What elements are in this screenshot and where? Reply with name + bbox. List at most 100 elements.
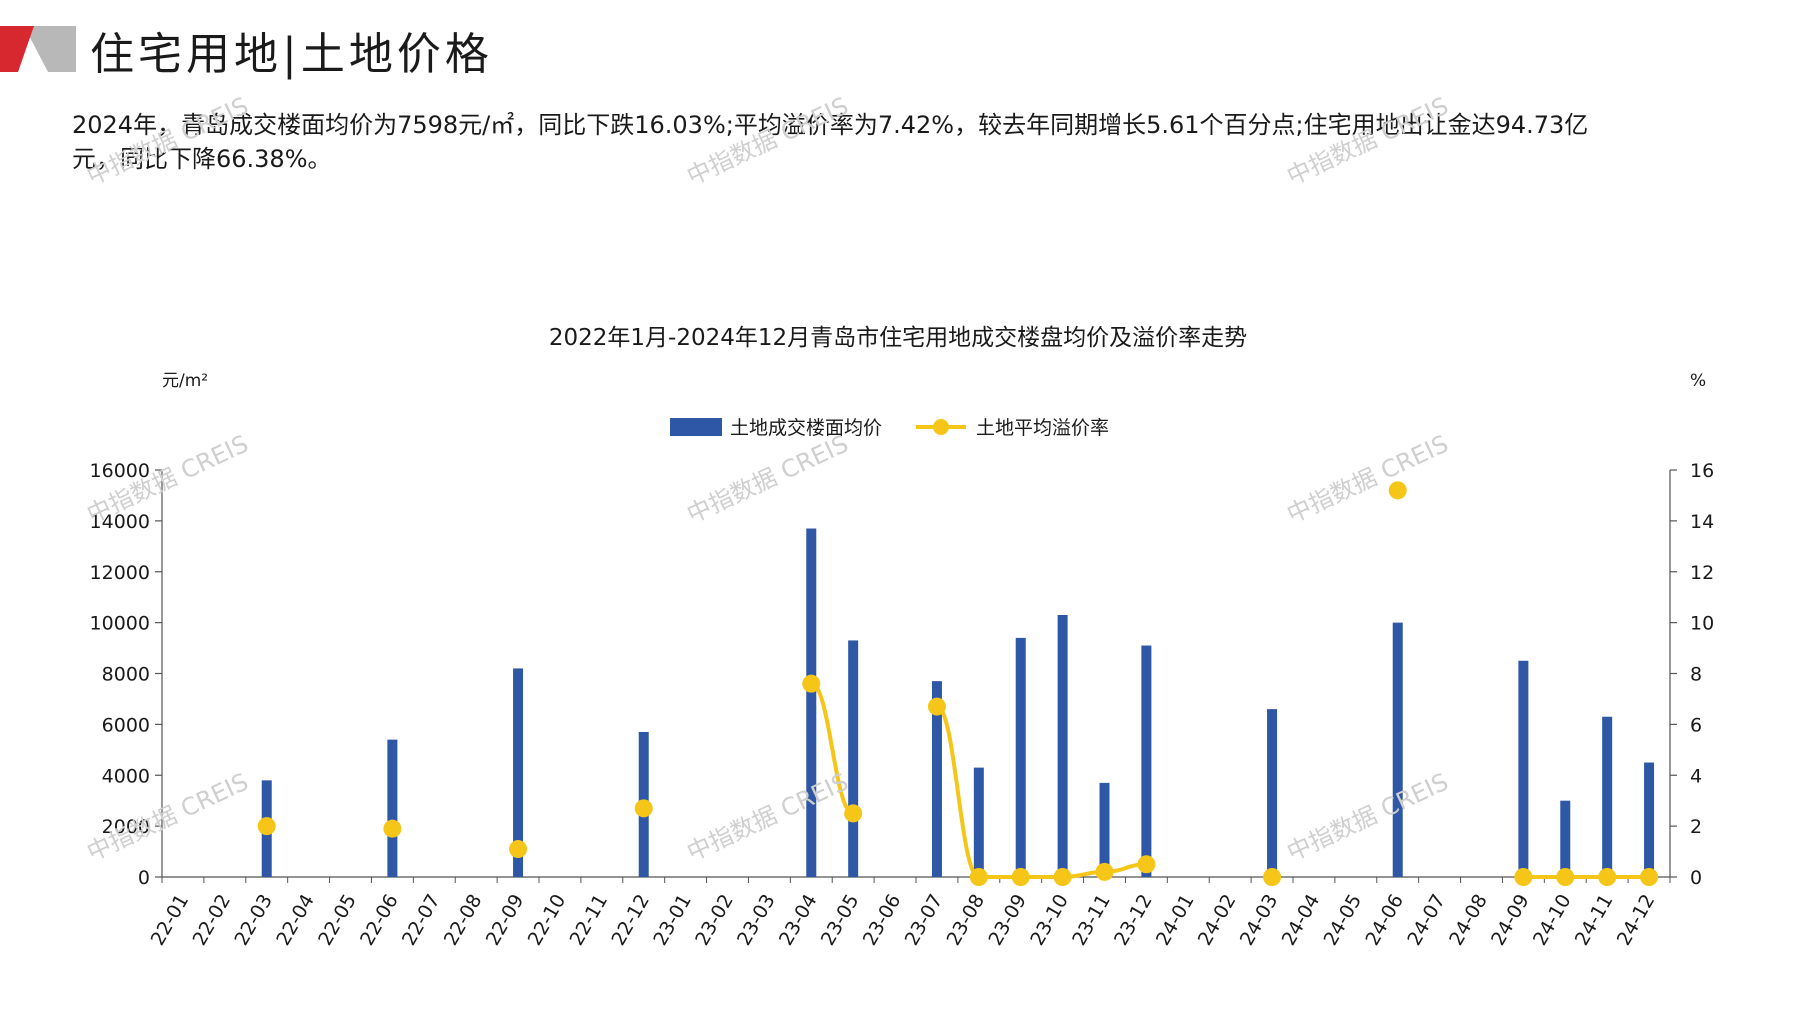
- line-series: [257, 481, 1659, 886]
- right-axis-tick-label: 14: [1690, 511, 1714, 533]
- left-axis-tick-label: 0: [138, 867, 150, 889]
- bar: [848, 640, 859, 877]
- right-axis-tick-label: 8: [1690, 664, 1702, 686]
- right-axis-tick-label: 0: [1690, 867, 1702, 889]
- bar: [1099, 782, 1110, 877]
- right-axis-unit: %: [1690, 371, 1706, 391]
- right-axis-tick-label: 16: [1690, 460, 1714, 482]
- x-axis-tick-label: 22-03: [230, 891, 277, 950]
- x-axis-tick-label: 22-01: [147, 891, 194, 950]
- right-axis-tick-label: 12: [1690, 562, 1714, 584]
- bar: [1518, 660, 1529, 877]
- line-point: [383, 819, 402, 838]
- bar: [513, 668, 524, 877]
- bar: [1560, 800, 1571, 877]
- x-axis-tick-label: 23-06: [859, 891, 906, 950]
- x-axis-tick-label: 24-02: [1194, 891, 1241, 950]
- x-axis-tick-label: 23-05: [817, 891, 864, 950]
- x-axis-tick-label: 24-04: [1278, 891, 1325, 950]
- line-point: [634, 799, 653, 818]
- line-point: [1640, 868, 1659, 886]
- x-axis-tick-label: 22-09: [482, 891, 529, 950]
- line-point: [1263, 868, 1282, 886]
- bar: [973, 767, 984, 877]
- x-axis-tick-label: 23-10: [1026, 891, 1073, 950]
- left-axis-unit: 元/m²: [162, 371, 208, 391]
- x-axis-tick-label: 24-11: [1571, 891, 1618, 950]
- line-point: [1137, 855, 1156, 874]
- line-point: [802, 674, 821, 693]
- x-axis-tick-label: 24-03: [1236, 891, 1283, 950]
- page-title: 住宅用地|土地价格: [90, 29, 493, 80]
- line-point: [509, 840, 528, 859]
- x-axis-tick-label: 23-11: [1068, 891, 1115, 950]
- line-point: [1598, 868, 1617, 886]
- x-axis-tick-label: 24-09: [1487, 891, 1534, 950]
- x-axis-tick-label: 24-01: [1152, 891, 1199, 950]
- x-axis-tick-label: 24-07: [1403, 891, 1450, 950]
- line-point: [1053, 868, 1072, 886]
- chart-title: 2022年1月-2024年12月青岛市住宅用地成交楼盘均价及溢价率走势: [549, 325, 1247, 351]
- x-axis-tick-label: 23-01: [649, 891, 696, 950]
- line-point: [1514, 868, 1533, 886]
- x-axis-tick-label: 22-08: [440, 891, 487, 950]
- x-axis-tick-label: 22-12: [607, 891, 654, 950]
- left-axis-tick-label: 10000: [90, 613, 150, 635]
- line-point: [1011, 868, 1030, 886]
- left-axis-tick-label: 2000: [102, 816, 150, 838]
- summary-line-1: 2024年，青岛成交楼面均价为7598元/㎡，同比下跌16.03%;平均溢价率为…: [72, 111, 1589, 139]
- x-axis-tick-label: 24-08: [1445, 891, 1492, 950]
- x-axis-tick-label: 24-12: [1613, 891, 1660, 950]
- bar-series: [261, 528, 1655, 877]
- x-axis-tick-label: 23-12: [1110, 891, 1157, 950]
- left-axis-tick-label: 14000: [90, 511, 150, 533]
- right-axis-tick-label: 2: [1690, 816, 1702, 838]
- left-axis-tick-label: 4000: [102, 765, 150, 787]
- bar: [931, 681, 942, 877]
- legend: 土地成交楼面均价 土地平均溢价率: [670, 417, 1109, 439]
- line-point: [844, 804, 863, 823]
- x-axis-tick-label: 22-10: [524, 891, 571, 950]
- x-axis-tick-label: 23-07: [901, 891, 948, 950]
- line-point: [1556, 868, 1575, 886]
- bar: [387, 739, 398, 877]
- right-axis-tick-label: 4: [1690, 765, 1702, 787]
- x-axis-tick-label: 23-02: [691, 891, 738, 950]
- x-axis-tick-label: 22-04: [272, 891, 319, 950]
- bar: [1267, 709, 1278, 877]
- axes: 0 2000 4000 6000 8000 10000 12000 14000 16000 0 2 4…: [90, 460, 1715, 889]
- bar: [1057, 614, 1068, 877]
- bar: [806, 528, 817, 877]
- bar: [1644, 762, 1655, 877]
- header-deco-gray: [24, 26, 76, 72]
- left-axis-tick-label: 12000: [90, 562, 150, 584]
- header-decoration: [0, 26, 76, 72]
- x-axis-tick-label: 23-08: [943, 890, 990, 949]
- line-point: [1095, 862, 1114, 881]
- x-axis-labels: 22-0122-0222-0322-0422-0522-0622-0722-08…: [147, 890, 1660, 949]
- bar: [1015, 637, 1026, 877]
- combo-chart: 2022年1月-2024年12月青岛市住宅用地成交楼盘均价及溢价率走势 元/m²…: [90, 325, 1715, 949]
- bar: [1602, 716, 1613, 877]
- x-axis-tick-label: 23-03: [733, 891, 780, 950]
- x-axis-tick-label: 24-06: [1361, 891, 1408, 950]
- summary-text: 2024年，青岛成交楼面均价为7598元/㎡，同比下跌16.03%;平均溢价率为…: [72, 108, 1752, 176]
- left-axis-tick-label: 8000: [102, 664, 150, 686]
- header-deco-red: [0, 26, 34, 72]
- legend-bar-swatch: [670, 418, 722, 436]
- left-axis-tick-label: 6000: [102, 714, 150, 736]
- legend-line-marker: [933, 419, 949, 435]
- left-axis-tick-label: 16000: [90, 460, 150, 482]
- right-axis-tick-label: 6: [1690, 714, 1702, 736]
- line-point: [1388, 481, 1407, 500]
- x-axis-tick-label: 24-05: [1320, 891, 1367, 950]
- x-axis-tick-label: 24-10: [1529, 891, 1576, 950]
- line-point: [927, 697, 946, 716]
- line-point: [257, 817, 276, 836]
- line-segment: [810, 681, 855, 816]
- x-axis-tick-label: 22-02: [189, 891, 236, 950]
- line-point: [969, 868, 988, 886]
- x-axis-tick-label: 22-11: [566, 891, 613, 950]
- x-axis-tick-label: 23-09: [984, 891, 1031, 950]
- legend-bar-label: 土地成交楼面均价: [730, 417, 882, 439]
